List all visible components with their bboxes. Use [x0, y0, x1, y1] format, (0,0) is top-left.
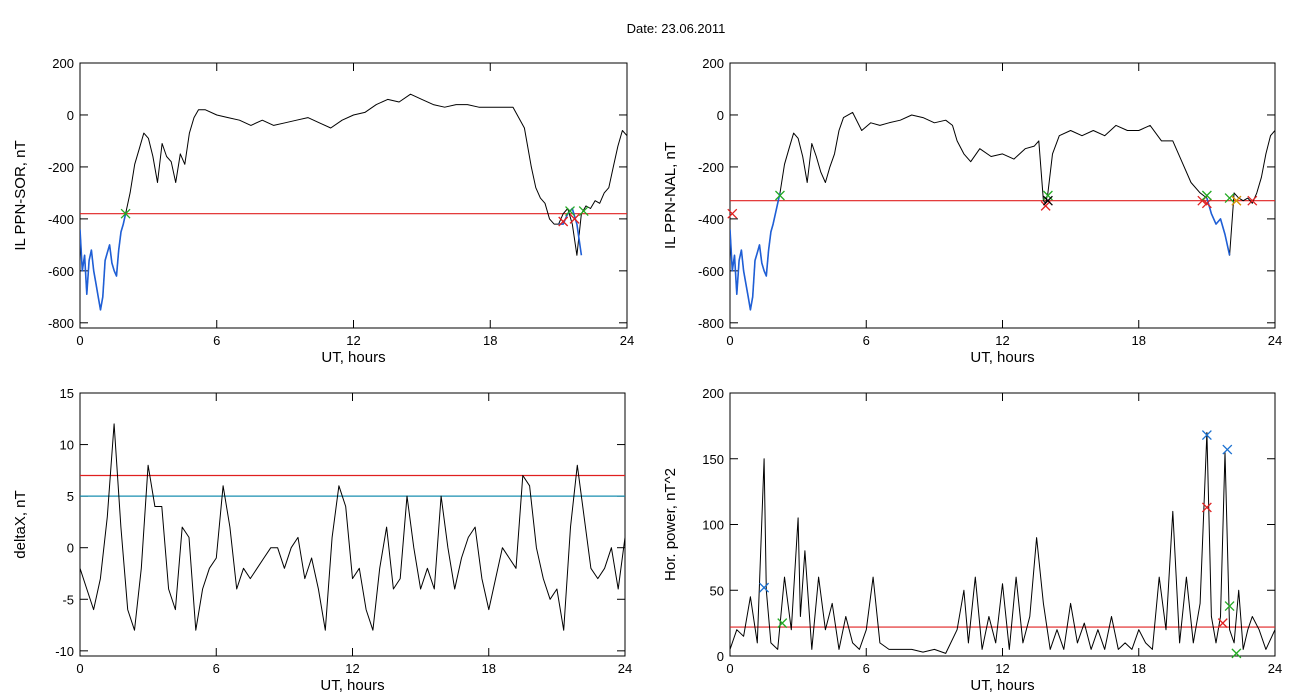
- panel-ppn-sor: 0 6 12 18 24 -800 -600 -400 -200 0 200 UT, hours IL …: [12, 56, 634, 366]
- x-tick-label: 12: [995, 661, 1009, 676]
- y-tick-label: -600: [48, 264, 74, 279]
- y-tick-label: 150: [702, 452, 724, 467]
- marker-x: [569, 213, 580, 224]
- y-tick-label: -200: [48, 160, 74, 175]
- marker-x: [1217, 618, 1228, 629]
- y-tick-label: 200: [52, 56, 74, 71]
- marker-x: [120, 208, 131, 219]
- marker-x: [1201, 198, 1212, 209]
- x-axis-label: UT, hours: [320, 677, 384, 694]
- marker-x: [1247, 195, 1258, 206]
- marker-x: [1231, 648, 1242, 659]
- y-tick-label: 0: [717, 108, 724, 123]
- x-tick-label: 12: [346, 333, 360, 348]
- x-tick-label: 18: [1132, 661, 1146, 676]
- series-line: [80, 93, 627, 311]
- plot-area: [80, 93, 627, 311]
- y-tick-label: 15: [60, 386, 74, 401]
- plot-area: [730, 432, 1275, 654]
- y-axis-label: deltaX, nT: [12, 490, 29, 558]
- marker-x: [1224, 193, 1235, 204]
- x-tick-label: 0: [76, 661, 83, 676]
- y-tick-label: -10: [55, 644, 74, 659]
- plot-area: [80, 423, 625, 631]
- figure-title: Date: 23.06.2011: [627, 21, 726, 36]
- y-tick-label: -800: [698, 316, 724, 331]
- marker-x: [558, 216, 569, 227]
- x-tick-label: 6: [213, 661, 220, 676]
- y-tick-label: 100: [702, 518, 724, 533]
- plot-frame: [729, 62, 1276, 329]
- series-line: [730, 432, 1275, 654]
- x-tick-label: 18: [1132, 333, 1146, 348]
- series-line: [730, 111, 1275, 311]
- marker-x: [1201, 190, 1212, 201]
- series-line: [80, 423, 625, 631]
- marker-x: [727, 208, 738, 219]
- panel-ppn-nal: 0 6 12 18 24 -800 -600 -400 -200 0 200 UT, hours IL …: [662, 56, 1282, 366]
- y-axis-label: IL PPN-SOR, nT: [12, 140, 29, 250]
- marker-x: [565, 206, 575, 217]
- x-tick-label: 12: [345, 661, 359, 676]
- y-axis-label: IL PPN-NAL, nT: [662, 142, 679, 249]
- y-tick-label: 5: [67, 489, 74, 504]
- x-axis-label: UT, hours: [970, 349, 1034, 366]
- plot-frame: [729, 392, 1276, 657]
- marker-x: [1222, 444, 1233, 455]
- x-tick-label: 0: [726, 333, 733, 348]
- x-axis-label: UT, hours: [970, 677, 1034, 694]
- x-tick-label: 0: [76, 333, 83, 348]
- x-tick-label: 12: [995, 333, 1009, 348]
- marker-x: [578, 206, 589, 217]
- series-line: [1206, 197, 1231, 256]
- y-tick-label: -200: [698, 160, 724, 175]
- plot-frame: [79, 392, 626, 657]
- series-line: [730, 192, 781, 311]
- x-tick-label: 6: [213, 333, 220, 348]
- y-tick-label: -5: [62, 592, 74, 607]
- y-tick-label: -400: [48, 212, 74, 227]
- x-tick-label: 24: [620, 333, 634, 348]
- y-tick-label: 200: [702, 56, 724, 71]
- y-tick-label: 50: [710, 583, 724, 598]
- plot-area: [730, 111, 1275, 311]
- panel-hor-power: 0 6 12 18 24 0 50 100 150 200 UT, hours Hor. power,…: [662, 386, 1282, 694]
- x-tick-label: 24: [1268, 333, 1282, 348]
- panel-deltax: 0 6 12 18 24 -10 -5 0 5 10 15 UT, hours deltaX, nT: [12, 386, 632, 694]
- plot-frame: [79, 62, 628, 329]
- y-tick-label: 0: [717, 649, 724, 664]
- y-axis-label: Hor. power, nT^2: [662, 468, 679, 581]
- x-tick-label: 18: [482, 661, 496, 676]
- marker-x: [777, 618, 788, 629]
- marker-x: [1201, 502, 1212, 513]
- marker-x: [774, 190, 785, 201]
- x-tick-label: 0: [726, 661, 733, 676]
- y-tick-label: -800: [48, 316, 74, 331]
- y-tick-label: 200: [702, 386, 724, 401]
- marker-x: [759, 582, 770, 593]
- marker-x: [1040, 200, 1051, 211]
- y-tick-label: -600: [698, 264, 724, 279]
- x-tick-label: 6: [863, 333, 870, 348]
- y-tick-label: 0: [67, 541, 74, 556]
- y-tick-label: 0: [67, 108, 74, 123]
- marker-x: [1231, 195, 1242, 206]
- series-line: [80, 213, 127, 311]
- marker-x: [1201, 430, 1212, 441]
- x-tick-label: 6: [863, 661, 870, 676]
- x-tick-label: 18: [483, 333, 497, 348]
- x-tick-label: 24: [618, 661, 632, 676]
- marker-x: [1042, 195, 1053, 206]
- y-tick-label: 10: [60, 438, 74, 453]
- x-axis-label: UT, hours: [321, 349, 385, 366]
- marker-x: [1224, 601, 1235, 611]
- y-tick-label: -400: [698, 212, 724, 227]
- x-tick-label: 24: [1268, 661, 1282, 676]
